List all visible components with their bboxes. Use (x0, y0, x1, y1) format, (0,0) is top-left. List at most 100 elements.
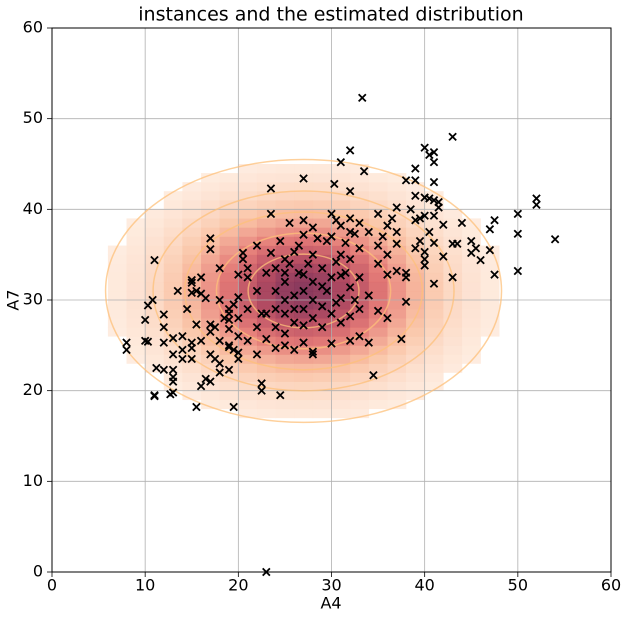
point (271, 264, 280, 273)
density-cell (368, 363, 388, 373)
density-cell (256, 363, 276, 373)
y-tick-label: 40 (23, 199, 43, 218)
density-cell (368, 318, 388, 328)
point (411, 244, 420, 253)
density-cell (443, 245, 463, 255)
point (308, 277, 318, 287)
density-cell (406, 363, 425, 373)
density-cell (480, 281, 500, 292)
density-cell (294, 245, 314, 255)
point (159, 310, 169, 319)
density-cell (312, 327, 332, 337)
density-cell (219, 227, 239, 237)
point (280, 309, 290, 318)
density-cell (145, 218, 165, 228)
point (238, 248, 248, 258)
density-cell (331, 408, 351, 419)
density-cell (219, 182, 239, 192)
density-cell (331, 263, 351, 274)
point (345, 146, 355, 155)
density-cell (387, 399, 407, 410)
density-cell (238, 390, 258, 401)
density-cell (331, 164, 351, 174)
x-axis-label: A4 (320, 594, 341, 613)
density-cell (387, 254, 407, 265)
density-cell (182, 236, 202, 246)
point (299, 215, 308, 225)
density-cell (331, 272, 351, 283)
point (383, 313, 392, 323)
density-cell (368, 227, 388, 237)
density-cell (294, 345, 314, 355)
point (276, 236, 285, 246)
density-cell (312, 236, 332, 246)
density-cell (424, 327, 444, 337)
density-cell (107, 272, 127, 283)
density-cell (219, 381, 239, 391)
density-cell (201, 381, 220, 391)
point (210, 322, 220, 332)
point (252, 350, 262, 359)
point (224, 365, 234, 375)
point (243, 273, 252, 282)
density-cell (275, 318, 295, 328)
density-cell (275, 381, 295, 391)
point (350, 229, 360, 239)
density-cell (350, 309, 370, 319)
density-cell (219, 173, 239, 183)
density-cell (294, 272, 314, 283)
chart-title: instances and the estimated distribution (138, 4, 523, 26)
contour (152, 190, 455, 392)
density-cell (219, 200, 239, 210)
point (206, 244, 215, 254)
density-cell (387, 327, 407, 337)
density-cell (238, 182, 258, 192)
point (330, 179, 339, 189)
density-cell (294, 182, 314, 192)
point (415, 236, 425, 246)
point (373, 209, 383, 219)
point (252, 322, 262, 332)
point (327, 209, 336, 219)
density-cell (461, 281, 481, 292)
density-cell (480, 263, 500, 274)
density-cell (294, 354, 314, 364)
density-cell (424, 318, 444, 328)
point (439, 252, 448, 261)
plot-frame (51, 27, 612, 573)
density-cell (480, 272, 500, 283)
density-cell (275, 399, 295, 410)
point (234, 293, 243, 302)
point (280, 268, 290, 278)
point (383, 270, 392, 279)
density-cell (275, 336, 295, 346)
point (280, 341, 290, 350)
point (271, 304, 280, 314)
density-cell (350, 290, 370, 301)
density-cell (182, 272, 202, 283)
density-cell (350, 300, 370, 310)
density-cell (294, 327, 314, 337)
density-cell (294, 254, 314, 265)
density-cell (238, 236, 258, 246)
y-tick-label: 10 (23, 471, 43, 490)
point (280, 329, 290, 338)
density-cell (238, 381, 258, 391)
density-cell (182, 200, 202, 210)
x-tick-label: 10 (135, 576, 155, 595)
density-cell (201, 300, 220, 310)
density-cell (294, 218, 314, 228)
density-cell (368, 191, 388, 201)
density-cell (424, 281, 444, 292)
density-cell (443, 345, 463, 355)
x-tick-label: 40 (414, 576, 434, 595)
density-cell (219, 345, 239, 355)
point (532, 200, 541, 210)
point (150, 390, 159, 400)
density-cell (331, 254, 351, 265)
density-cell (368, 290, 388, 301)
density-cell (107, 327, 127, 337)
density-cell (219, 263, 239, 274)
point (196, 336, 206, 346)
density-cell (350, 227, 370, 237)
